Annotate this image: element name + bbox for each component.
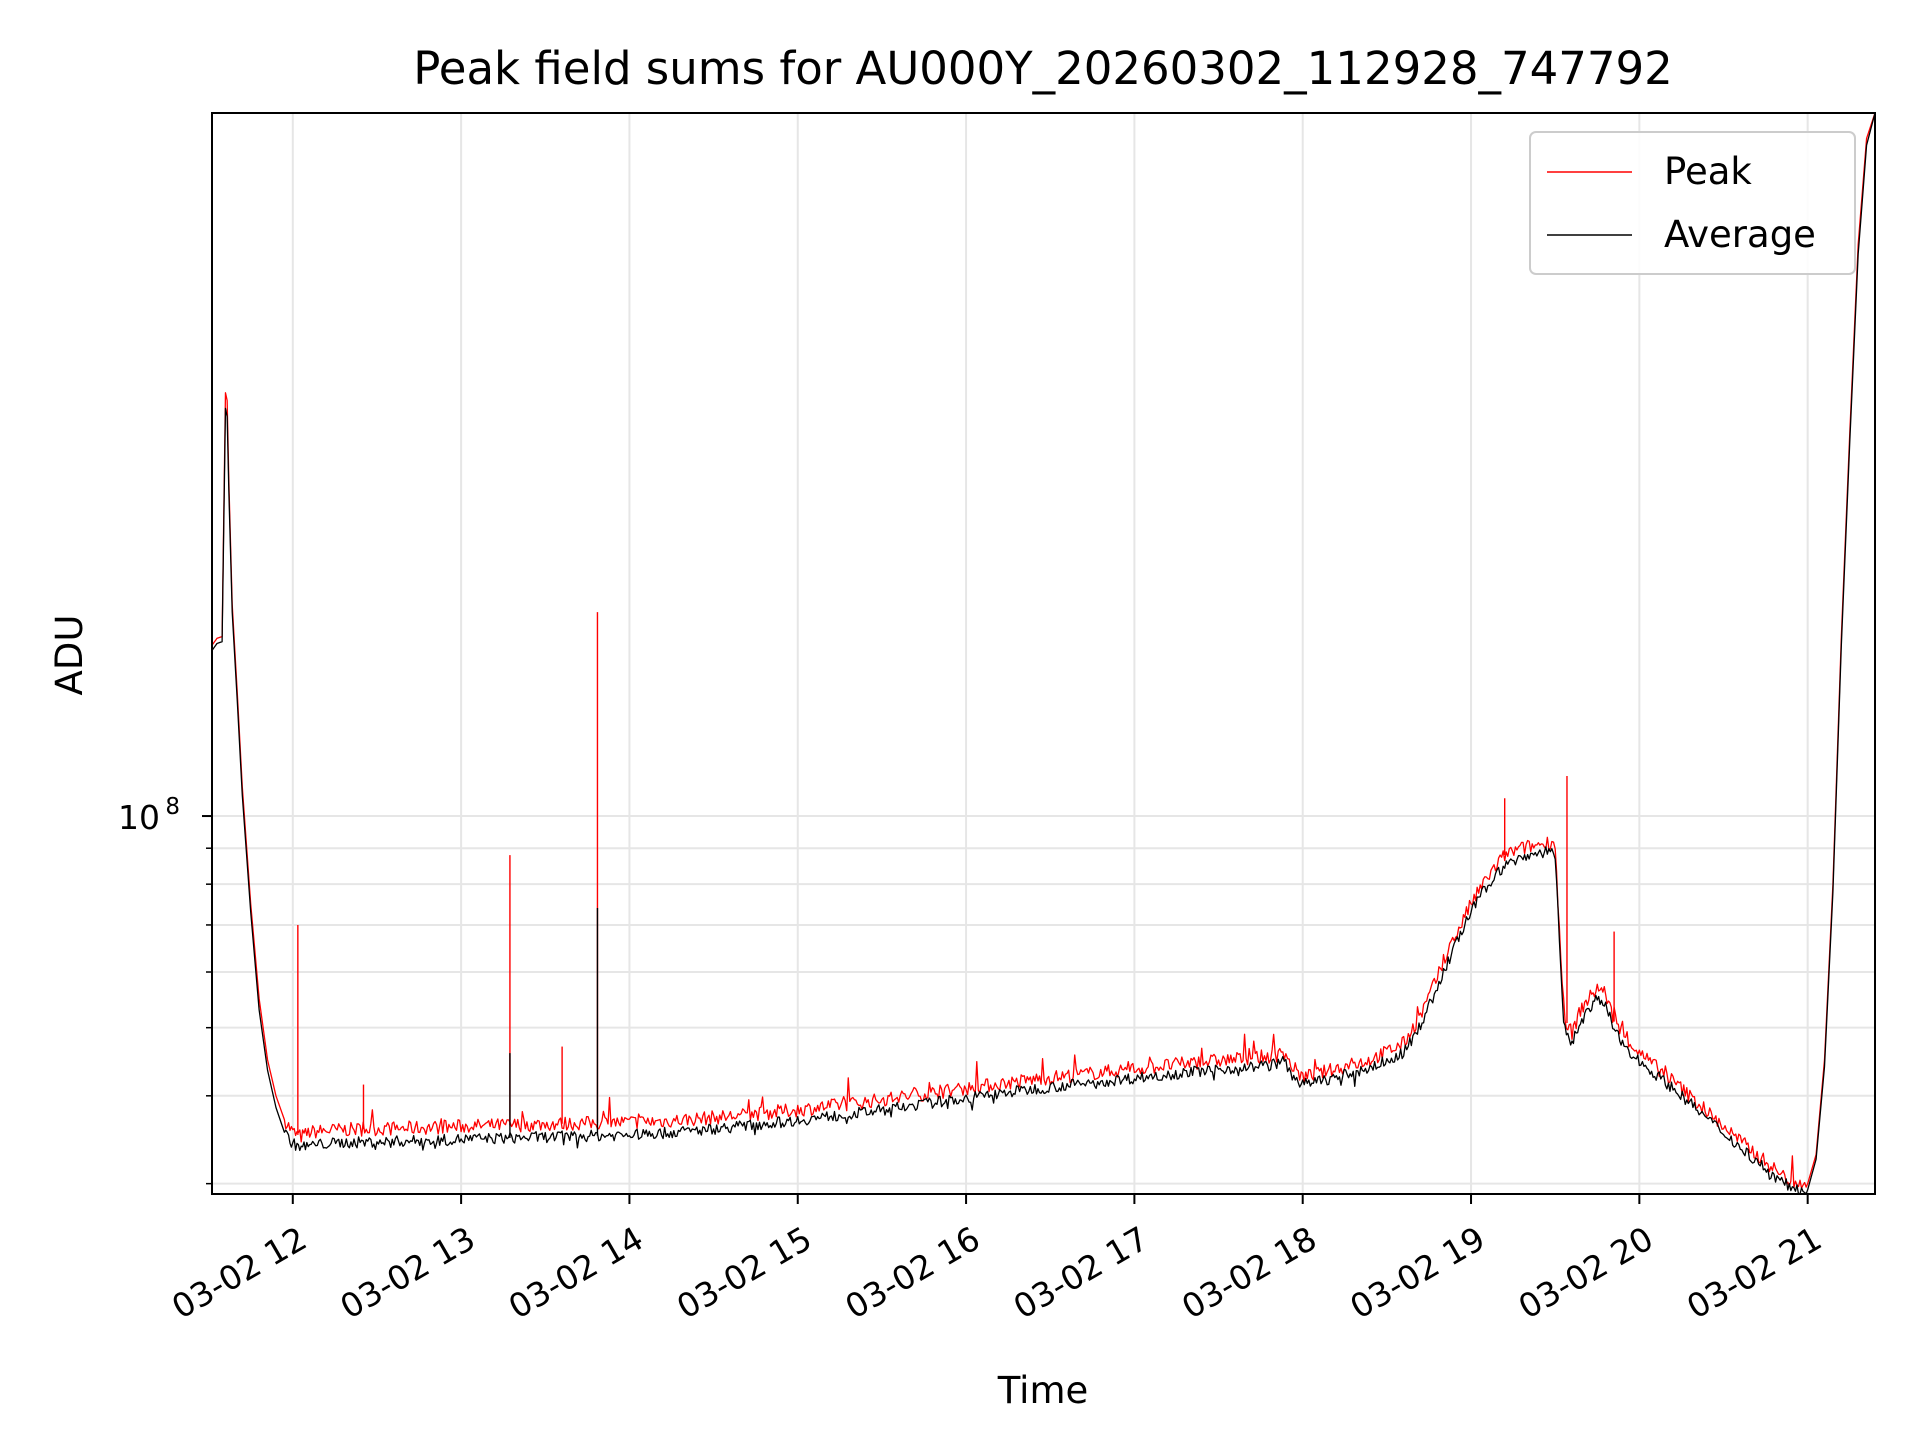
x-tick-label: 03-02 18 [1175, 1219, 1323, 1327]
x-tick-label: 03-02 12 [165, 1219, 313, 1327]
y-tick-label: 10 [118, 798, 160, 837]
x-tick-label: 03-02 15 [670, 1219, 818, 1327]
x-tick-label: 03-02 19 [1343, 1219, 1491, 1327]
y-tick-label-exponent: 8 [165, 794, 180, 820]
x-tick-label: 03-02 21 [1680, 1219, 1828, 1327]
legend-label-peak: Peak [1664, 150, 1752, 193]
y-axis-ticks: 10 8 [118, 794, 212, 1185]
grid-lines [212, 113, 1875, 1194]
x-tick-label: 03-02 14 [502, 1219, 650, 1327]
y-axis-label: ADU [48, 615, 91, 696]
legend-box [1529, 131, 1856, 275]
x-axis-label: Time [997, 1369, 1089, 1412]
legend: Peak Average [1529, 131, 1856, 275]
x-axis-ticks: 03-02 12 03-02 13 03-02 14 03-02 15 03-02 16… [165, 1194, 1828, 1327]
x-tick-label: 03-02 13 [334, 1219, 482, 1327]
series-line-peak [212, 113, 1875, 1189]
series-line-average [212, 113, 1875, 1194]
x-tick-label: 03-02 20 [1512, 1219, 1660, 1327]
x-tick-label: 03-02 17 [1007, 1219, 1155, 1327]
x-tick-label: 03-02 16 [838, 1219, 986, 1327]
legend-label-average: Average [1664, 213, 1816, 256]
axes-frame [211, 112, 1876, 1195]
plot-area [212, 113, 1875, 1194]
chart-title: Peak field sums for AU000Y_20260302_1129… [413, 42, 1673, 95]
